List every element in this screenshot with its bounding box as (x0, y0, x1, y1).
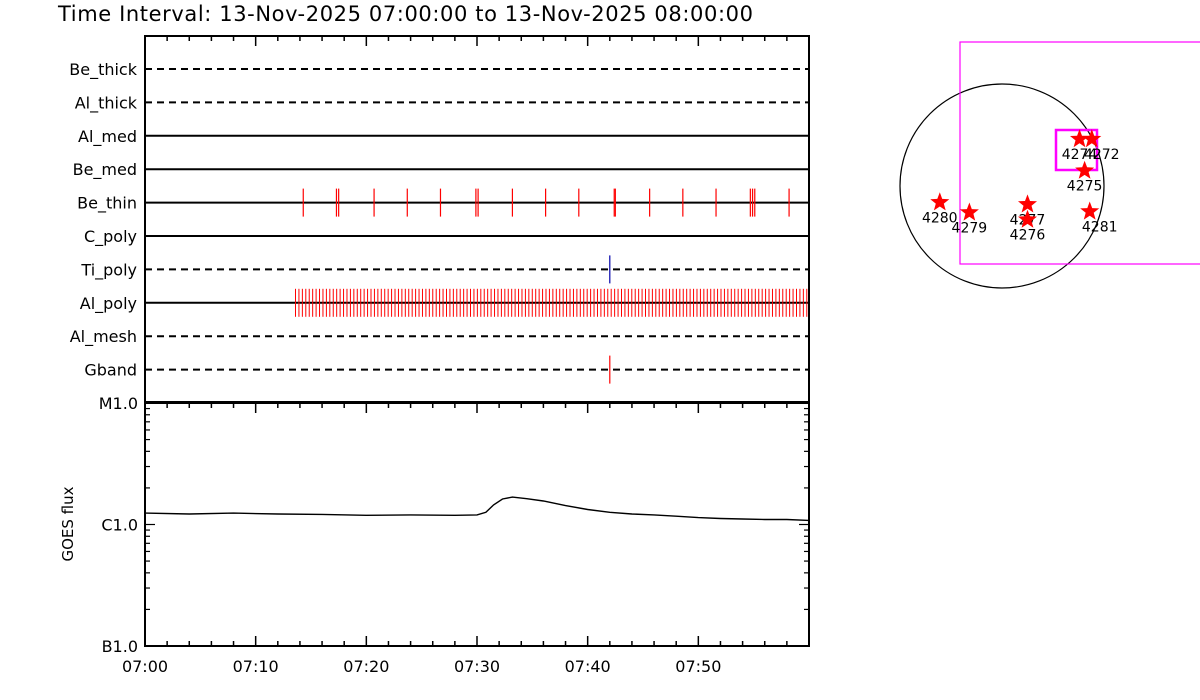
active-region-star (1075, 160, 1095, 179)
filter-label-al_mesh: Al_mesh (70, 327, 137, 347)
active-region-star (1070, 129, 1089, 148)
x-tick-label: 07:30 (454, 657, 500, 676)
x-tick-label: 07:40 (565, 657, 611, 676)
active-region-star (959, 202, 979, 221)
filter-label-c_poly: C_poly (84, 227, 137, 247)
active-region-star (1018, 209, 1037, 228)
x-tick-label: 07:10 (233, 657, 279, 676)
x-tick-label: 07:20 (343, 657, 389, 676)
active-region-label: 4280 (922, 210, 958, 226)
filter-label-al_thick: Al_thick (75, 93, 138, 113)
zoom-box (1054, 128, 1099, 172)
filter-timeline-panel: Be_thick Al_thick Al_med Be_med Be_thin C_pol… (69, 35, 810, 403)
filter-label-be_thick: Be_thick (69, 60, 137, 80)
active-region-label: 4276 (1010, 228, 1046, 244)
y-tick-label: C1.0 (101, 516, 138, 535)
goes-frame (144, 402, 810, 647)
active-region-star (1018, 194, 1037, 213)
filter-label-al_med: Al_med (78, 127, 137, 147)
solar-disk-map: 42744272427542804279427742764281 (899, 41, 1200, 289)
active-region-label: 4275 (1067, 179, 1103, 195)
goes-flux-panel: 07:00 07:10 07:20 07:30 07:40 07:50 M1.0 C1.0 B1… (59, 394, 810, 676)
active-region-star (1080, 201, 1100, 220)
goes-y-axis-label: GOES flux (59, 486, 77, 561)
x-tick-label: 07:50 (675, 657, 721, 676)
filter-label-gband: Gband (84, 361, 137, 380)
timeline-frame (144, 35, 810, 403)
active-region-star (1082, 129, 1102, 148)
field-of-view-box (959, 41, 1200, 265)
y-tick-label: B1.0 (102, 637, 138, 656)
filter-label-al_poly: Al_poly (80, 294, 137, 314)
active-region-label: 4274 (1062, 147, 1098, 163)
filter-label-ti_poly: Ti_poly (80, 260, 137, 280)
filter-label-be_thin: Be_thin (77, 194, 137, 214)
x-tick-label: 07:00 (122, 657, 168, 676)
y-tick-label: M1.0 (99, 394, 138, 413)
active-region-label: 4272 (1084, 147, 1120, 163)
active-region-label: 4281 (1082, 220, 1118, 236)
time-interval-title: Time Interval: 13-Nov-2025 07:00:00 to 1… (58, 2, 754, 26)
solar-limb-circle (899, 83, 1105, 289)
active-region-label: 4279 (952, 221, 988, 237)
goes-flux-line (144, 496, 810, 522)
active-region-star (930, 192, 950, 211)
filter-label-be_med: Be_med (73, 160, 137, 180)
